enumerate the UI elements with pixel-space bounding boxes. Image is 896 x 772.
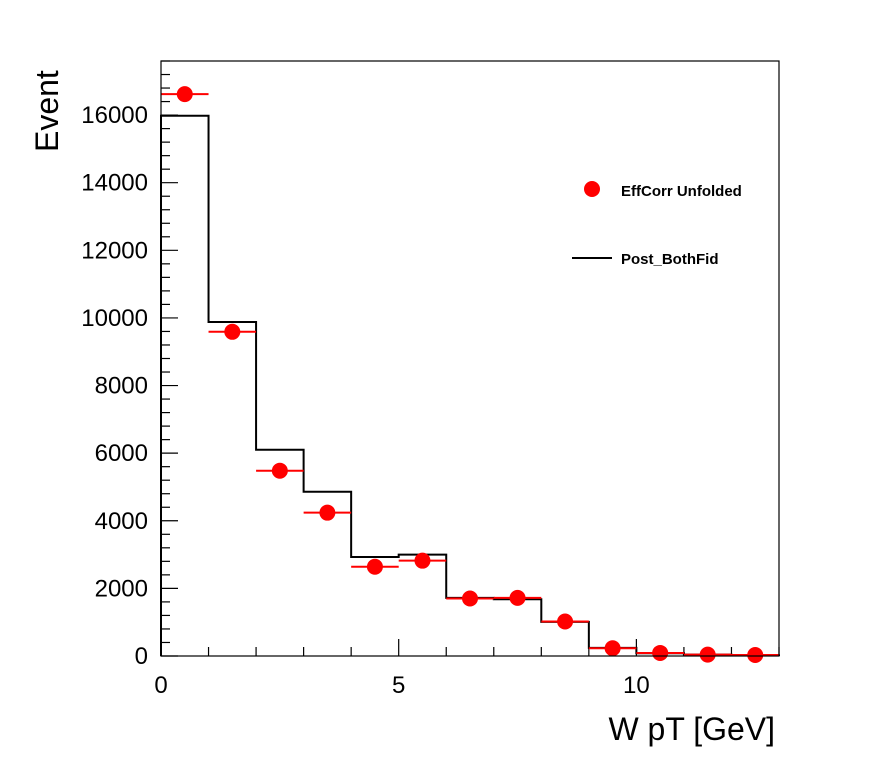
x-tick-label: 5 — [392, 672, 405, 699]
y-tick-label: 16000 — [81, 102, 148, 129]
effcorr-data-point — [604, 640, 621, 657]
marker-series-layer — [161, 86, 779, 663]
y-tick-label: 4000 — [95, 508, 148, 535]
effcorr-data-point — [557, 613, 574, 630]
x-tick-label: 10 — [623, 672, 650, 699]
tick-labels: 0 5 10 0 2000 4000 6000 8000 10000 12000 14000 1600… — [81, 102, 649, 699]
y-tick-label: 10000 — [81, 305, 148, 332]
y-tick-label: 12000 — [81, 237, 148, 264]
y-tick-label: 14000 — [81, 170, 148, 197]
effcorr-data-point — [699, 646, 716, 663]
x-tick-label: 0 — [154, 672, 167, 699]
legend-marker-effcorr — [584, 181, 600, 197]
y-axis-title: Event — [29, 70, 65, 152]
y-tick-label: 6000 — [95, 440, 148, 467]
y-tick-label: 0 — [135, 643, 148, 670]
legend: EffCorr Unfolded Post_BothFid — [572, 181, 742, 268]
y-tick-label: 8000 — [95, 373, 148, 400]
effcorr-data-point — [271, 462, 288, 479]
effcorr-data-point — [319, 504, 336, 521]
plot-frame — [160, 60, 780, 657]
legend-label-post-bothfid: Post_BothFid — [621, 251, 719, 268]
effcorr-data-point — [462, 590, 478, 607]
effcorr-data-point — [652, 644, 669, 661]
effcorr-data-point — [366, 558, 383, 575]
x-axis-title: W pT [GeV] — [608, 711, 775, 747]
effcorr-data-point — [224, 323, 241, 340]
effcorr-data-point — [747, 646, 764, 663]
effcorr-data-point — [509, 589, 526, 606]
legend-label-effcorr: EffCorr Unfolded — [621, 183, 742, 200]
y-tick-label: 2000 — [95, 575, 148, 602]
effcorr-data-point — [176, 86, 193, 103]
effcorr-data-point — [414, 552, 431, 569]
